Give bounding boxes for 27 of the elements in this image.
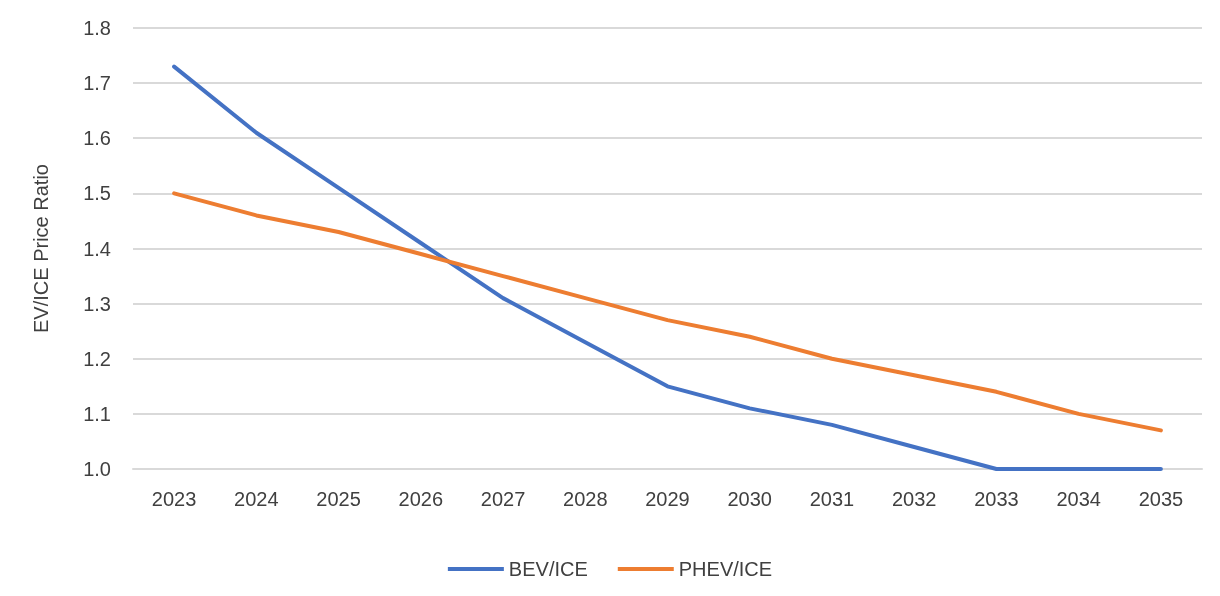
y-tick-label: 1.8 bbox=[83, 17, 111, 39]
y-tick-label: 1.3 bbox=[83, 292, 111, 315]
x-tick-label: 2026 bbox=[398, 488, 444, 510]
x-tick-label: 2029 bbox=[645, 488, 690, 510]
x-tick-label: 2035 bbox=[1138, 488, 1184, 510]
y-tick-label: 1.2 bbox=[83, 347, 111, 370]
x-tick-label: 2024 bbox=[234, 488, 279, 510]
x-tick-label: 2032 bbox=[891, 488, 937, 510]
y-tick-label: 1.1 bbox=[83, 402, 111, 425]
y-axis-title: EV/ICE Price Ratio bbox=[30, 164, 52, 333]
x-tick-label: 2028 bbox=[563, 488, 608, 510]
line-series bbox=[172, 64, 1163, 471]
y-tick-label: 1.0 bbox=[83, 458, 111, 480]
x-tick-label: 2030 bbox=[727, 488, 772, 510]
line-series bbox=[172, 191, 1163, 433]
x-tick-label: 2033 bbox=[974, 488, 1019, 510]
legend-label: PHEV/ICE bbox=[678, 558, 773, 580]
y-tick-label: 1.7 bbox=[83, 72, 111, 95]
x-tick-label: 2034 bbox=[1056, 488, 1101, 510]
x-tick-label: 2027 bbox=[480, 488, 526, 510]
y-tick-label: 1.6 bbox=[83, 127, 111, 150]
legend-label: BEV/ICE bbox=[508, 558, 588, 580]
x-tick-label: 2023 bbox=[151, 488, 197, 510]
y-tick-label: 1.4 bbox=[83, 237, 111, 260]
x-tick-label: 2031 bbox=[809, 488, 855, 510]
y-tick-label: 1.5 bbox=[83, 182, 111, 205]
x-tick-label: 2025 bbox=[316, 488, 361, 510]
